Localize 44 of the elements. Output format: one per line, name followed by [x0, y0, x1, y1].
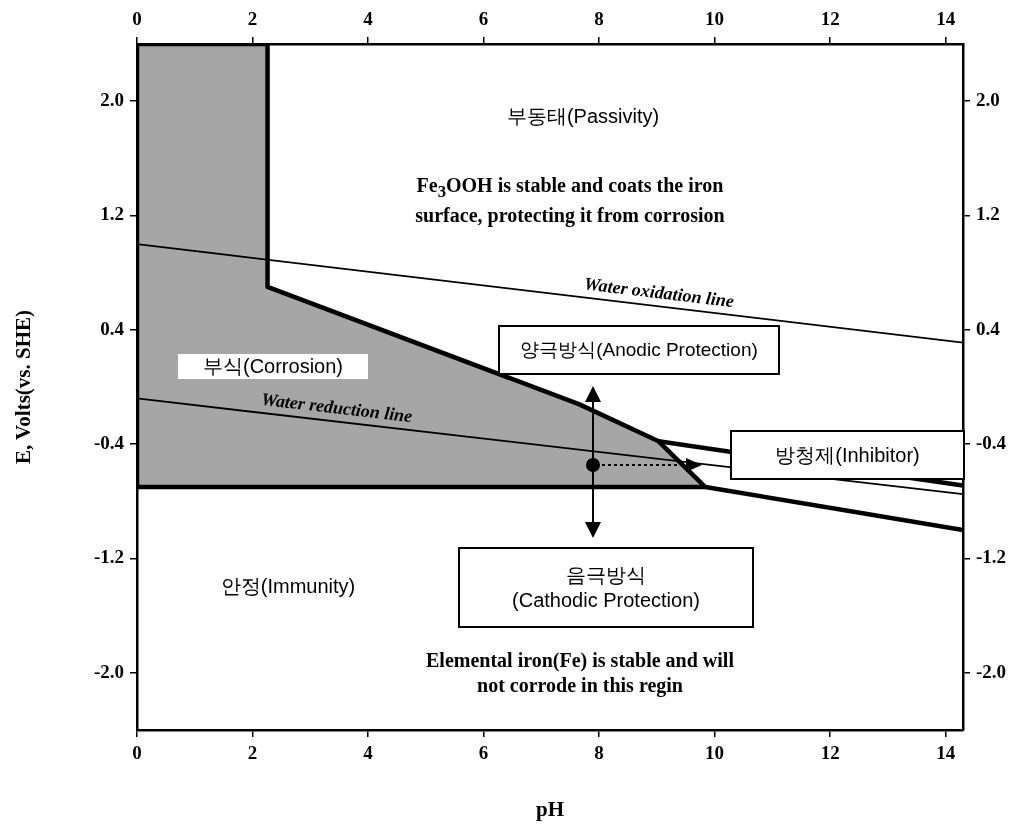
- x-tick-label: 4: [363, 742, 374, 764]
- y-tick-label: -1.2: [93, 546, 124, 568]
- y2-tick-label: -0.4: [976, 432, 1007, 454]
- x-tick-label: 10: [705, 742, 725, 764]
- y-tick-label: 0.4: [100, 317, 125, 339]
- x2-tick-label: 14: [936, 7, 956, 29]
- x2-tick-label: 2: [247, 7, 258, 29]
- annotation: 부식(Corrosion): [202, 355, 344, 377]
- annotation: 안정(Immunity): [220, 575, 356, 597]
- y2-tick-label: -2.0: [976, 660, 1007, 682]
- x-tick-label: 0: [132, 742, 142, 764]
- x2-tick-label: 10: [705, 7, 725, 29]
- x-axis-title: pH: [535, 796, 565, 821]
- x2-tick-label: 0: [132, 7, 142, 29]
- y2-tick-label: 1.2: [976, 203, 1000, 225]
- x-tick-label: 2: [247, 742, 258, 764]
- x-tick-label: 12: [820, 742, 840, 764]
- text-box: 양극방식(Anodic Protection): [498, 325, 780, 375]
- annotation: 방청제(Inhibitor): [775, 442, 920, 468]
- x2-tick-label: 8: [594, 7, 604, 29]
- x2-tick-label: 4: [363, 7, 374, 29]
- annotation: Fe$_{3}$OOH is stable and coats the iron surface, protecting it from corrosion: [415, 174, 725, 226]
- text: Water oxidation line: [583, 273, 736, 312]
- x-tick-label: 14: [936, 742, 956, 764]
- text-box: 방청제(Inhibitor): [730, 430, 965, 480]
- y2-tick-label: 0.4: [976, 317, 1001, 339]
- x2-tick-label: 6: [478, 7, 489, 29]
- y-tick-label: -0.4: [93, 432, 125, 454]
- y2-tick-label: 2.0: [976, 89, 1000, 111]
- annotation: 음극방식 (Cathodic Protection): [512, 562, 700, 613]
- annotation: 부동태(Passivity): [506, 105, 660, 127]
- y-tick-label: 2.0: [100, 89, 124, 111]
- x2-tick-label: 12: [820, 7, 840, 29]
- annotation: Elemental iron(Fe) is stable and will not corrode in this regin: [426, 649, 734, 696]
- y-tick-label: -2.0: [93, 660, 124, 682]
- x-tick-label: 8: [594, 742, 604, 764]
- x-tick-label: 6: [478, 742, 489, 764]
- annotation: 양극방식(Anodic Protection): [520, 338, 758, 362]
- y2-tick-label: -1.2: [976, 546, 1007, 568]
- text-box: 음극방식 (Cathodic Protection): [458, 547, 754, 628]
- y-tick-label: 1.2: [100, 203, 124, 225]
- text-box: 부식(Corrosion): [178, 354, 368, 379]
- text: Water reduction line: [260, 388, 414, 427]
- y-axis-title: E, Volts(vs. SHE): [11, 309, 36, 465]
